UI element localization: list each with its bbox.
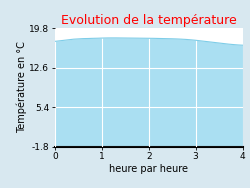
Y-axis label: Température en °C: Température en °C	[16, 42, 26, 133]
X-axis label: heure par heure: heure par heure	[109, 164, 188, 174]
Title: Evolution de la température: Evolution de la température	[61, 14, 236, 27]
